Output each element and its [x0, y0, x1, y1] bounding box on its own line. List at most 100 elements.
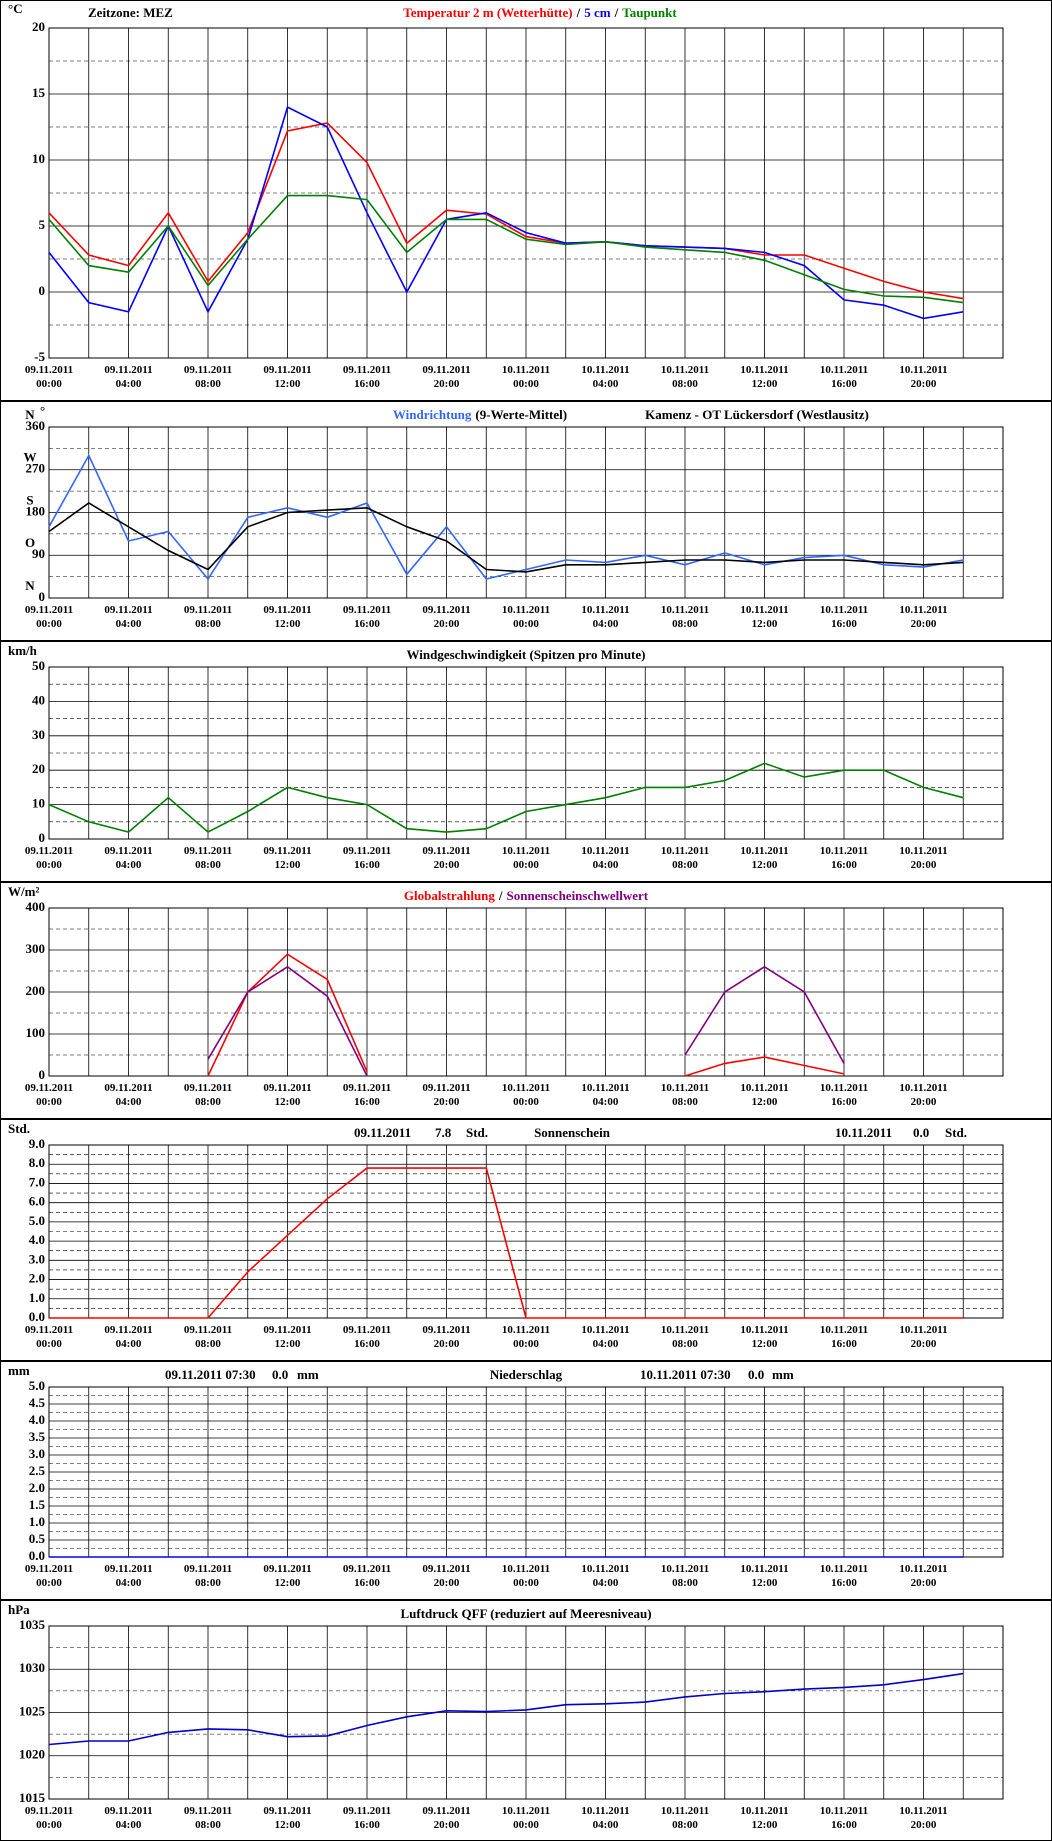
- y-tick-label: 0.5: [29, 1531, 46, 1546]
- x-tick-label: 10.11.2011 04:00: [581, 1082, 630, 1108]
- legend-entry: Temperatur 2 m (Wetterhütte): [403, 5, 572, 20]
- x-tick-label: 10.11.2011 12:00: [740, 1082, 789, 1108]
- legend: Temperatur 2 m (Wetterhütte)/5 cm / Taupun…: [403, 5, 677, 20]
- x-tick-label: 10.11.2011 00:00: [501, 604, 551, 630]
- y-tick-label: 0.0: [29, 1309, 45, 1324]
- x-tick-label: 09.11.2011 16:00: [342, 1563, 392, 1589]
- x-tick-label: 10.11.2011 12:00: [740, 1563, 789, 1589]
- x-tick-label: 10.11.2011 00:00: [501, 364, 551, 390]
- unit-label: mm: [8, 1363, 30, 1378]
- x-tick-label: 10.11.2011 08:00: [660, 1324, 710, 1350]
- x-tick-label: 10.11.2011 12:00: [740, 364, 789, 390]
- x-tick-label: 09.11.2011 12:00: [263, 1805, 312, 1831]
- x-tick-label: 09.11.2011 16:00: [342, 604, 392, 630]
- legend-entry: 5 cm: [584, 5, 611, 20]
- data-line: [48, 106, 964, 320]
- y-tick-label: 0.0: [29, 1548, 45, 1563]
- summary-value: 0.0: [272, 1367, 288, 1382]
- y-tick-label: 10: [32, 796, 45, 811]
- legend-separator: /: [614, 5, 619, 20]
- y-tick-label: 30: [32, 727, 45, 742]
- y-tick-label: 4.0: [29, 1412, 45, 1427]
- data-line: [48, 194, 964, 304]
- y-tick-label: 2.0: [29, 1271, 45, 1286]
- y-tick-label: 0: [39, 589, 46, 604]
- y-tick-label: 300: [26, 941, 46, 956]
- y-tick-label: 3.5: [29, 1429, 46, 1444]
- x-tick-label: 10.11.2011 20:00: [899, 604, 948, 630]
- x-tick-label: 09.11.2011 20:00: [422, 845, 471, 871]
- y-tick-label: 5.0: [29, 1378, 45, 1393]
- data-line: [48, 502, 964, 573]
- x-tick-label: 10.11.2011 16:00: [819, 1805, 869, 1831]
- y-tick-label: 1.0: [29, 1514, 45, 1529]
- data-line: [207, 953, 845, 1077]
- y-tick-label: 7.0: [29, 1174, 45, 1189]
- unit-label: °: [40, 403, 45, 418]
- x-tick-label: 09.11.2011 00:00: [24, 1082, 74, 1108]
- y-tick-label: 20: [32, 761, 45, 776]
- chart-title: Windgeschwindigkeit (Spitzen pro Minute): [407, 647, 646, 662]
- y-tick-label: 180: [26, 503, 46, 518]
- x-tick-label: 09.11.2011 00:00: [24, 845, 74, 871]
- direction-label: N: [25, 407, 35, 422]
- x-tick-label: 09.11.2011 16:00: [342, 364, 392, 390]
- x-tick-label: 10.11.2011 12:00: [740, 845, 789, 871]
- y-tick-label: 1025: [19, 1703, 46, 1718]
- timezone: Zeitzone: MEZ: [88, 5, 173, 20]
- summary-date: 09.11.2011: [354, 1125, 411, 1140]
- x-tick-label: 10.11.2011 12:00: [740, 604, 789, 630]
- summary-date: 10.11.2011: [835, 1125, 892, 1140]
- y-tick-label: 1015: [19, 1790, 46, 1805]
- y-tick-label: 8.0: [29, 1155, 45, 1170]
- x-tick-label: 10.11.2011 20:00: [899, 1563, 948, 1589]
- y-tick-label: 15: [32, 85, 46, 100]
- legend-entry: Taupunkt: [622, 5, 677, 20]
- legend-separator: /: [576, 5, 581, 20]
- chart-title: Sonnenschein: [534, 1125, 611, 1140]
- y-tick-label: 5.0: [29, 1213, 45, 1228]
- x-tick-label: 09.11.2011 04:00: [104, 364, 153, 390]
- x-tick-label: 10.11.2011 00:00: [501, 1082, 551, 1108]
- y-tick-label: 4.0: [29, 1232, 45, 1247]
- x-tick-label: 10.11.2011 20:00: [899, 1324, 948, 1350]
- x-tick-label: 09.11.2011 20:00: [422, 604, 471, 630]
- x-tick-label: 09.11.2011 08:00: [183, 1805, 233, 1831]
- summary-value: 0.0: [748, 1367, 764, 1382]
- x-tick-label: 10.11.2011 04:00: [581, 364, 630, 390]
- data-line: [48, 122, 964, 300]
- y-tick-label: 6.0: [29, 1194, 45, 1209]
- summary-unit: Std.: [466, 1125, 488, 1140]
- x-tick-label: 09.11.2011 20:00: [422, 1082, 471, 1108]
- legend-separator: /: [498, 888, 503, 903]
- subtitle: (9-Werte-Mittel): [475, 407, 567, 422]
- x-tick-label: 09.11.2011 00:00: [24, 1563, 74, 1589]
- x-tick-label: 09.11.2011 12:00: [263, 1324, 312, 1350]
- x-tick-label: 09.11.2011 04:00: [104, 845, 153, 871]
- y-tick-label: 20: [32, 19, 45, 34]
- x-tick-label: 10.11.2011 16:00: [819, 364, 869, 390]
- chart-title: Niederschlag: [490, 1367, 563, 1382]
- y-tick-label: 0: [39, 830, 46, 845]
- x-tick-label: 10.11.2011 20:00: [899, 364, 948, 390]
- x-tick-label: 10.11.2011 08:00: [660, 604, 710, 630]
- x-tick-label: 09.11.2011 00:00: [24, 1805, 74, 1831]
- x-tick-label: 09.11.2011 12:00: [263, 845, 312, 871]
- direction-label: O: [25, 535, 35, 550]
- station: Kamenz - OT Lückersdorf (Westlausitz): [645, 407, 869, 422]
- x-tick-label: 09.11.2011 00:00: [24, 1324, 74, 1350]
- y-tick-label: 100: [26, 1025, 46, 1040]
- x-tick-label: 10.11.2011 16:00: [819, 1563, 869, 1589]
- x-tick-label: 09.11.2011 08:00: [183, 364, 233, 390]
- x-tick-label: 10.11.2011 20:00: [899, 1082, 948, 1108]
- y-tick-label: 200: [26, 983, 46, 998]
- summary-unit: mm: [297, 1367, 319, 1382]
- legend: Windrichtung (9-Werte-Mittel): [393, 407, 567, 422]
- x-tick-label: 09.11.2011 12:00: [263, 364, 312, 390]
- y-tick-label: 1020: [19, 1747, 45, 1762]
- x-tick-label: 10.11.2011 04:00: [581, 845, 630, 871]
- y-tick-label: 3.0: [29, 1251, 45, 1266]
- x-tick-label: 09.11.2011 20:00: [422, 1563, 471, 1589]
